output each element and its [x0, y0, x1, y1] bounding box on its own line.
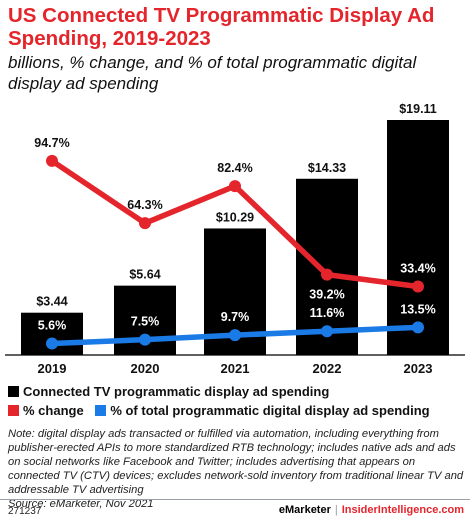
legend-label-share: % of total programmatic digital display …	[110, 403, 430, 418]
share-point-2019	[46, 337, 58, 350]
legend-swatch-share	[95, 405, 107, 416]
legend-item-share: % of total programmatic digital display …	[95, 403, 430, 418]
chart-note: Note: digital display ads transacted or …	[8, 427, 468, 511]
legend-swatch-change	[8, 405, 19, 416]
x-tick-2019: 2019	[38, 361, 67, 376]
x-tick-2023: 2023	[404, 361, 433, 376]
x-tick-2020: 2020	[131, 361, 160, 376]
change-point-2023	[412, 280, 424, 293]
change-point-2020	[139, 217, 151, 230]
share-label-2020: 7.5%	[131, 315, 160, 329]
legend-swatch-bar	[8, 386, 19, 397]
bar-label-2019: $3.44	[36, 295, 67, 309]
share-label-2019: 5.6%	[38, 319, 67, 333]
note-text: Note: digital display ads transacted or …	[8, 428, 464, 496]
bar-label-2020: $5.64	[129, 268, 160, 282]
chart-title: US Connected TV Programmatic Display Ad …	[8, 4, 435, 50]
legend-item-change: % change	[8, 403, 84, 418]
change-point-2022	[321, 268, 333, 281]
brand-separator: |	[334, 504, 338, 516]
change-label-2023: 33.4%	[400, 262, 435, 276]
share-label-2021: 9.7%	[221, 310, 250, 324]
legend-item-bar: Connected TV programmatic display ad spe…	[8, 384, 329, 399]
bar-label-2022: $14.33	[308, 161, 346, 175]
change-point-2019	[46, 154, 58, 167]
change-label-2019: 94.7%	[34, 136, 69, 150]
share-point-2022	[321, 325, 333, 338]
share-label-2022: 11.6%	[310, 306, 345, 320]
brand-emarketer: eMarketer	[278, 504, 331, 516]
change-label-2020: 64.3%	[127, 198, 162, 212]
chart-id: 271237	[8, 506, 42, 517]
share-point-2020	[139, 333, 151, 346]
chart-area: $3.44 $5.64 $10.29 $14.33 $19.11 2019 2020 2021…	[5, 102, 465, 376]
bar-label-2023: $19.11	[399, 102, 437, 116]
share-label-2023: 13.5%	[400, 302, 435, 316]
chart-subtitle: billions, % change, and % of total progr…	[8, 53, 417, 93]
change-point-2021	[229, 180, 241, 193]
brand-insider-intelligence: InsiderIntelligence.com	[341, 504, 464, 516]
change-label-2022: 39.2%	[309, 288, 344, 302]
legend-label-bar: Connected TV programmatic display ad spe…	[23, 384, 330, 399]
bar-label-2021: $10.29	[216, 210, 254, 224]
legend-label-change: % change	[23, 403, 84, 418]
x-tick-2021: 2021	[221, 361, 250, 376]
share-point-2023	[412, 321, 424, 334]
footer-brand: eMarketer | InsiderIntelligence.com	[279, 504, 464, 516]
legend-row-2: % change % of total programmatic digital…	[8, 403, 430, 418]
share-point-2021	[229, 329, 241, 342]
footer-divider	[0, 499, 470, 500]
source-text: Source: eMarketer, Nov 2021	[8, 498, 154, 510]
x-tick-2022: 2022	[313, 361, 342, 376]
bar-2023	[387, 120, 449, 355]
legend-row-1: Connected TV programmatic display ad spe…	[8, 384, 329, 399]
change-label-2021: 82.4%	[217, 161, 252, 175]
